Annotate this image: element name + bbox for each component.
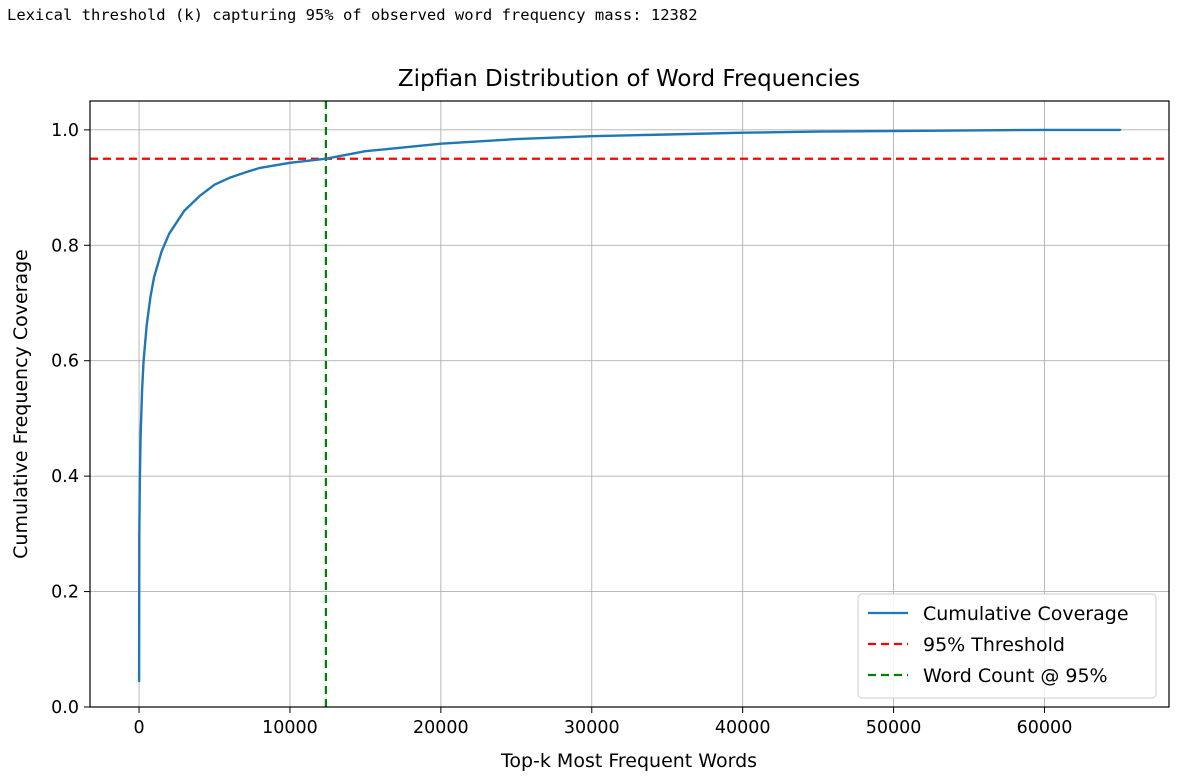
y-tick-label: 0.8 [51, 236, 79, 256]
legend-box [857, 593, 1157, 699]
ticks: 0 10000 20000 30000 40000 50000 60000 0.0 0.2 0.4… [51, 121, 1072, 738]
legend-label-word-count: Word Count @ 95% [923, 665, 1108, 687]
reference-lines [90, 101, 1169, 707]
legend-label-coverage: Cumulative Coverage [923, 603, 1129, 625]
legend: Cumulative Coverage 95% Threshold Word C… [857, 593, 1157, 699]
coverage-line [137, 128, 1122, 683]
y-tick-label: 1.0 [51, 121, 79, 141]
x-tick-label: 30000 [564, 718, 620, 738]
x-tick-label: 40000 [715, 718, 771, 738]
output-text: Lexical threshold (k) capturing 95% of o… [7, 6, 698, 24]
y-tick-label: 0.6 [51, 352, 79, 372]
x-axis-label: Top-k Most Frequent Words [500, 750, 757, 772]
x-tick-label: 50000 [866, 718, 922, 738]
y-tick-label: 0.0 [51, 698, 79, 718]
series-layer [137, 128, 1122, 683]
y-axis-label: Cumulative Frequency Coverage [10, 249, 32, 559]
plot-frame [89, 100, 1170, 708]
x-tick-label: 10000 [262, 718, 318, 738]
y-tick-label: 0.2 [51, 583, 79, 603]
y-tick-label: 0.4 [51, 467, 79, 487]
x-tick-label: 60000 [1017, 718, 1073, 738]
legend-label-threshold: 95% Threshold [923, 634, 1065, 656]
x-tick-label: 20000 [413, 718, 469, 738]
chart-title: Zipfian Distribution of Word Frequencies [398, 66, 860, 92]
x-tick-label: 0 [133, 718, 144, 738]
